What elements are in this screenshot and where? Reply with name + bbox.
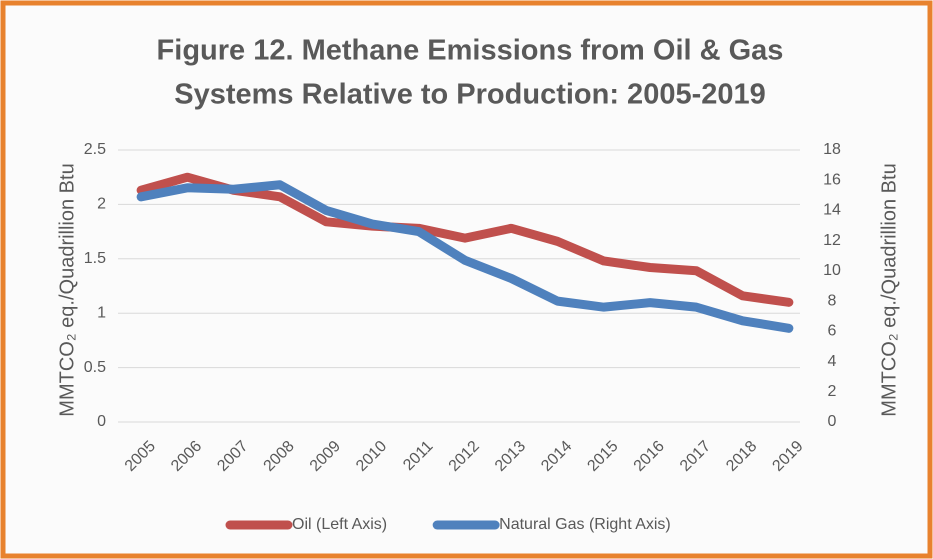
legend-label: Oil (Left Axis) [292,516,387,533]
y-tick-label: 2.5 [84,141,106,158]
y-axis-label: MMTCO₂ eq./Quadrillion Btu [56,163,78,416]
y2-tick-label: 6 [828,323,837,340]
y2-tick-label: 14 [823,202,841,219]
y2-tick-label: 8 [828,292,837,309]
y-tick-label: 1.5 [84,250,106,267]
y-tick-label: 0 [97,413,106,430]
y2-tick-label: 0 [828,413,837,430]
y2-tick-label: 18 [823,141,841,158]
y2-tick-label: 10 [823,262,841,279]
chart-title-line: Systems Relative to Production: 2005-201… [174,79,766,111]
y2-axis-label: MMTCO₂ eq./Quadrillion Btu [878,163,900,416]
series-line [136,172,794,307]
legend-label: Natural Gas (Right Axis) [499,516,671,533]
chart-title-line: Figure 12. Methane Emissions from Oil & … [157,35,784,67]
series-line [136,180,794,333]
y-tick-label: 2 [97,196,106,213]
y-tick-label: 1 [97,304,106,321]
y2-tick-label: 12 [823,232,841,249]
y2-tick-label: 4 [828,353,837,370]
y2-tick-label: 2 [828,383,837,400]
y2-tick-label: 16 [823,171,841,188]
y-tick-label: 0.5 [84,359,106,376]
